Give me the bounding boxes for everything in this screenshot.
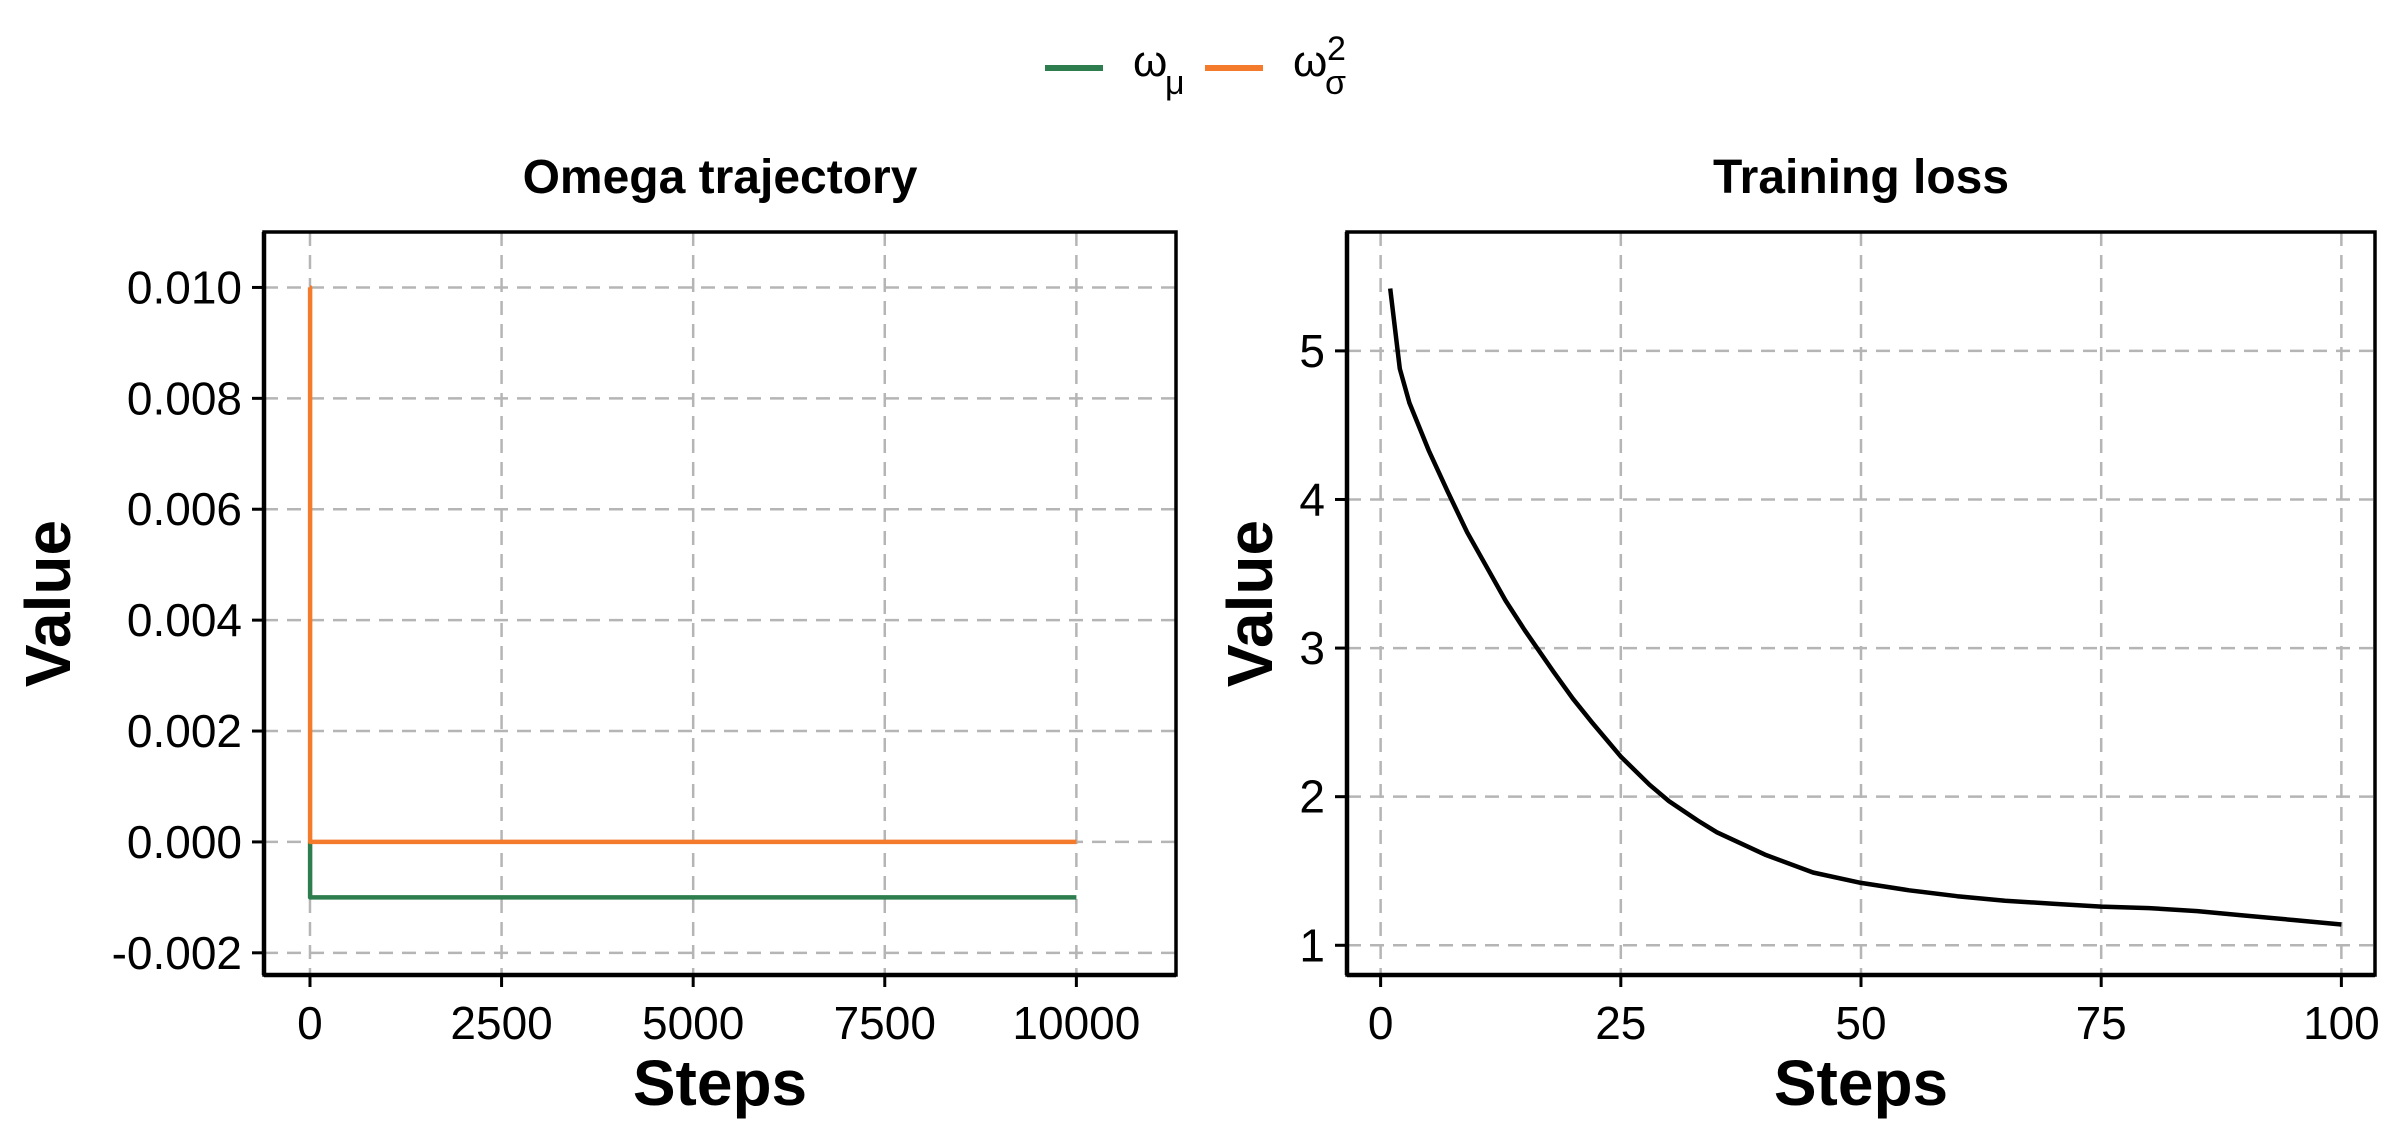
series-group (1387, 288, 2342, 927)
panel-title-omega-trajectory: Omega trajectory (523, 151, 918, 204)
y-tick-label: 2 (1299, 771, 1325, 823)
y-axis-title: Value (12, 520, 84, 687)
x-tick-label: 2500 (450, 997, 552, 1049)
training-loss-panel: 0 25 50 75 100 1 2 3 4 5 Training loss Steps Value (1214, 151, 2380, 1119)
legend-label-sub: σ (1325, 64, 1346, 102)
x-tick-label: 10000 (1012, 997, 1140, 1049)
legend-label-sub: μ (1165, 64, 1185, 102)
series-line-1 (1387, 288, 2342, 927)
y-tick-label: 0.000 (127, 816, 242, 868)
legend-item-1: ωμ (1045, 37, 1185, 102)
y-axis-ticks: -0.002 0.000 0.002 0.004 0.006 0.008 0.010 (112, 261, 264, 979)
gridlines (1347, 232, 2375, 975)
y-tick-label: 1 (1299, 919, 1325, 971)
y-tick-label: -0.002 (112, 927, 242, 979)
y-tick-label: 0.002 (127, 705, 242, 757)
panel-title-training-loss: Training loss (1713, 151, 2009, 204)
x-tick-label: 0 (297, 997, 323, 1049)
legend: ωμ ω 2σ (1045, 30, 1346, 102)
gridlines (264, 232, 1176, 975)
omega-trajectory-panel: 0 2500 5000 7500 10000 -0.002 0.000 0.002 0.004 0… (12, 151, 1178, 1119)
x-tick-label: 100 (2303, 997, 2380, 1049)
y-tick-label: 0.006 (127, 483, 242, 535)
x-axis-ticks: 0 25 50 75 100 (1368, 975, 2380, 1049)
y-axis-title: Value (1214, 520, 1286, 687)
x-axis-title: Steps (1774, 1047, 1948, 1119)
y-tick-label: 4 (1299, 473, 1325, 525)
x-tick-label: 75 (2076, 997, 2127, 1049)
x-tick-label: 7500 (834, 997, 936, 1049)
y-tick-label: 0.008 (127, 372, 242, 424)
x-axis-ticks: 0 2500 5000 7500 10000 (297, 975, 1140, 1049)
series-line-2 (307, 285, 1077, 845)
legend-item-2: ω 2σ (1205, 30, 1346, 102)
x-tick-label: 5000 (642, 997, 744, 1049)
y-tick-label: 5 (1299, 325, 1325, 377)
y-axis-ticks: 1 2 3 4 5 (1299, 325, 1347, 971)
x-tick-label: 50 (1835, 997, 1886, 1049)
plot-frame (262, 230, 1178, 977)
x-tick-label: 25 (1595, 997, 1646, 1049)
y-tick-label: 0.004 (127, 594, 242, 646)
legend-label-base: ω (1293, 37, 1327, 86)
x-tick-label: 0 (1368, 997, 1394, 1049)
legend-label-sup: 2 (1327, 30, 1346, 68)
y-tick-label: 0.010 (127, 261, 242, 313)
x-axis-title: Steps (633, 1047, 807, 1119)
y-tick-label: 3 (1299, 622, 1325, 674)
legend-label-base: ω (1133, 37, 1167, 86)
series-group (307, 285, 1077, 900)
